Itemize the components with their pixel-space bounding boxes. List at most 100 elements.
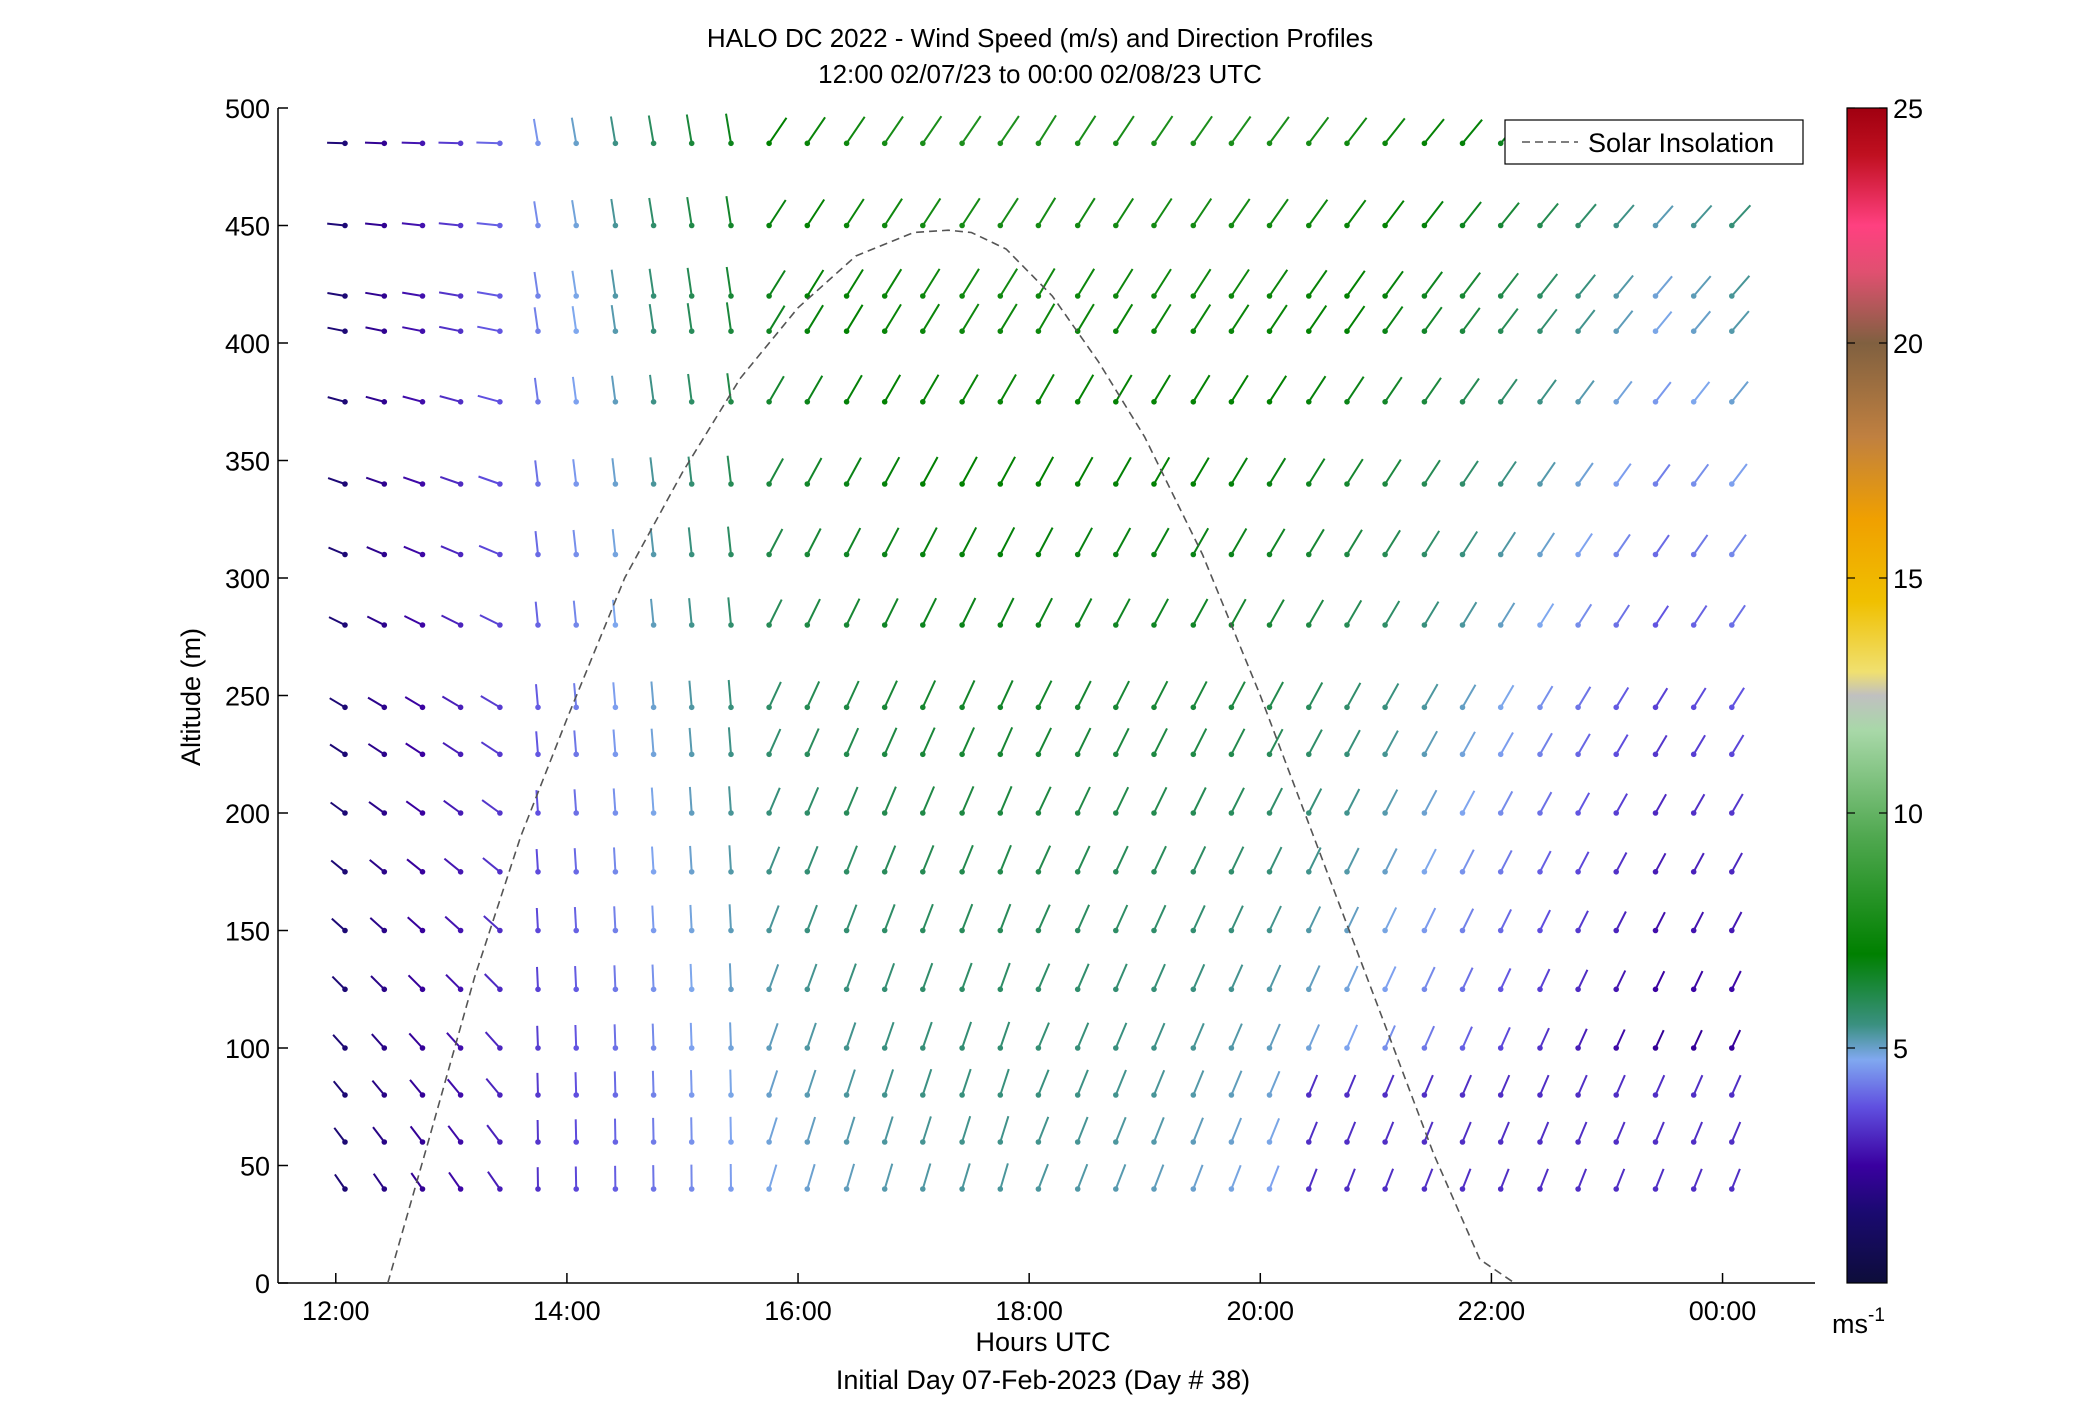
wind-barb-head [342,222,348,229]
wind-barb-shaft [921,727,936,755]
wind-barb-shaft [688,598,693,626]
wind-barb-shaft [1308,116,1330,144]
wind-barb-head [766,869,772,875]
wind-barb-head [1537,1092,1543,1098]
wind-barb-shaft [534,601,539,626]
wind-barb-head [1113,481,1119,487]
wind-barb-head [1306,1045,1312,1051]
wind-barb-shaft [845,904,858,931]
wind-barb-shaft [768,681,782,708]
wind-barb-head [1459,1092,1466,1098]
wind-barb-head [1459,986,1466,993]
wind-barb-head [1266,751,1273,758]
wind-barb-head [1497,1139,1504,1145]
wind-barb-shaft [573,683,578,708]
wind-barb-shaft [1384,376,1403,403]
wind-barb-head [1035,1186,1042,1192]
wind-barb-shaft [1539,379,1557,403]
wind-barb-head [1613,1045,1619,1051]
wind-barb-shaft [1076,374,1095,403]
wind-barb-head [1306,622,1312,628]
wind-barb-head [1382,222,1388,229]
wind-barb-shaft [1423,200,1444,227]
wind-barb-shaft [574,966,578,990]
wind-barb-shaft [1384,117,1406,144]
wind-barb-head [1382,1139,1388,1145]
wind-barb-shaft [1461,530,1479,556]
wind-barb-shaft [999,374,1017,403]
wind-barb-head [650,927,657,934]
wind-barb-shaft [883,786,897,814]
wind-barb-head [342,551,348,558]
wind-barb-shaft [768,458,784,485]
wind-barb-head [1459,927,1466,934]
wind-barb-head [1344,481,1350,487]
wind-barb-head [497,328,503,335]
wind-barb-shaft [845,845,858,873]
wind-barb-head [997,551,1004,558]
wind-barb-shaft [612,788,617,814]
wind-barb-head [766,927,772,934]
wind-barb-head [1228,986,1235,993]
wind-barb-shaft [649,374,655,402]
wind-barb-head [1652,622,1659,628]
wind-barb-shaft [1654,734,1668,755]
wind-barb-shaft [574,1119,578,1143]
wind-barb-head [1575,1139,1581,1145]
wind-barb-head [1190,481,1197,487]
wind-barb-shaft [1499,967,1512,990]
wind-barb-head [1729,399,1735,405]
wind-barb-head [959,927,965,934]
wind-barb-head [1382,328,1388,335]
wind-barb-shaft [1384,730,1399,755]
wind-barb-head [997,328,1004,335]
wind-barb-shaft [1307,528,1325,556]
wind-barb-head [1575,751,1581,758]
wind-barb-head [1421,622,1428,628]
wind-barb-shaft [727,526,732,555]
wind-barb-shaft [961,268,980,297]
wind-barb-head [1652,1092,1659,1098]
wind-barb-shaft [1192,963,1206,990]
wind-barb-head [804,810,811,816]
wind-barb-shaft [647,115,655,144]
wind-barb-shaft [1384,200,1405,227]
wind-barb-head [920,751,926,758]
wind-barb-head [497,551,503,558]
wind-barb-shaft [329,743,346,756]
wind-barb-head [920,810,926,816]
wind-barb-shaft [768,1164,778,1190]
wind-barb-head [1074,481,1081,487]
wind-barb-shaft [883,456,901,485]
wind-barb-shaft [536,1072,539,1096]
wind-barb-shaft [883,845,897,873]
wind-barb-head [457,986,464,993]
wind-barb-shaft [1268,1070,1281,1096]
wind-barb-head [1074,1092,1081,1098]
wind-barb-head [573,551,579,558]
wind-barb-head [843,622,850,628]
wind-barb-shaft [650,598,655,626]
wind-barb-head [1537,622,1543,628]
wind-barb-head [843,810,850,816]
wind-barb-shaft [648,268,655,297]
wind-barb-head [1344,1092,1350,1098]
wind-barb-head [688,751,695,758]
wind-barb-shaft [327,141,346,145]
wind-barb-head [419,751,426,758]
wind-barb-head [1344,293,1350,299]
wind-barb-head [1652,1139,1659,1145]
wind-barb-head [688,1045,695,1051]
wind-barb-head [766,293,772,299]
wind-barb-shaft [999,844,1012,873]
wind-barb-shaft [961,597,977,626]
wind-barb-shaft [402,291,423,297]
wind-barb-shaft [1114,374,1133,403]
wind-barb-shaft [1692,275,1712,297]
wind-barb-head [1537,481,1543,487]
y-tick-label: 50 [240,1152,270,1182]
wind-barb-shaft [438,291,461,297]
wind-barb-shaft [688,786,693,814]
wind-barb-shaft [1384,966,1397,990]
wind-barb-head [1729,293,1735,299]
